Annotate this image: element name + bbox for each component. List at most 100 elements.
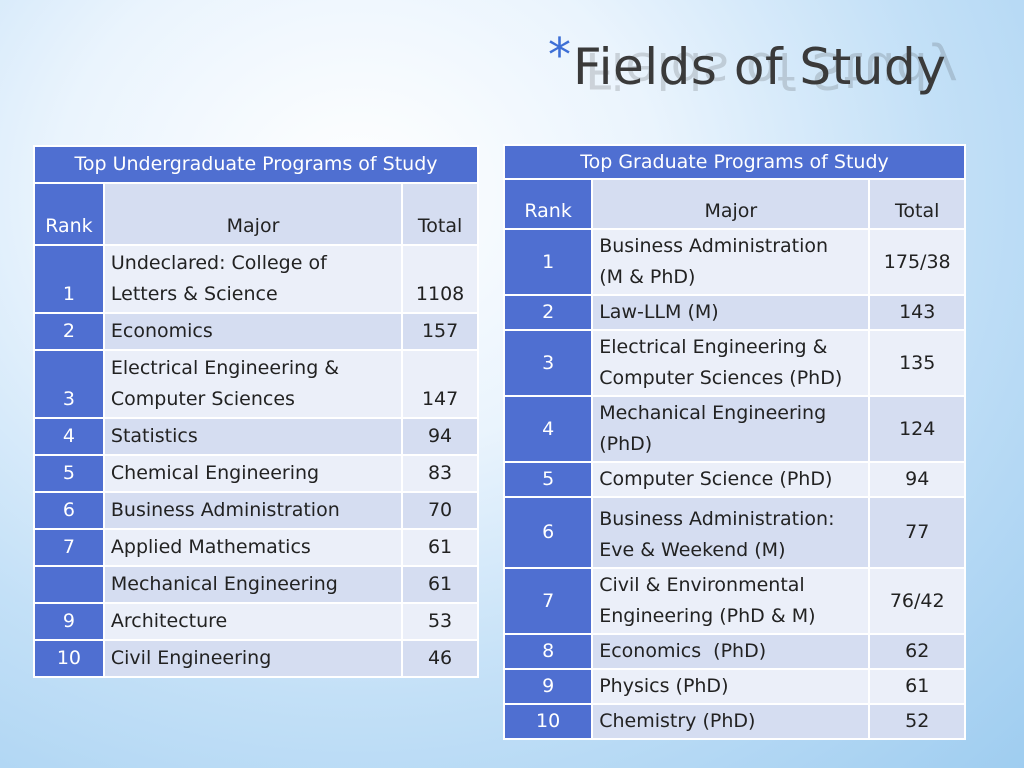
total-cell: 46 bbox=[401, 639, 479, 678]
major-line: Engineering (PhD & M) bbox=[599, 605, 816, 627]
table-row: 7 Applied Mathematics 61 bbox=[33, 528, 479, 567]
major-line: Computer Sciences bbox=[110, 388, 295, 410]
major-cell: Statistics bbox=[102, 417, 404, 456]
major-cell: Economics bbox=[102, 312, 404, 351]
rank-cell: 10 bbox=[33, 639, 105, 678]
major-cell: Chemical Engineering bbox=[102, 454, 404, 493]
total-cell: 62 bbox=[868, 633, 966, 670]
rank-cell: 10 bbox=[502, 703, 594, 740]
table-row: 1 Undeclared: College of Letters & Scienc… bbox=[33, 244, 479, 314]
table-row: 3 Electrical Engineering & Computer Scien… bbox=[33, 349, 479, 419]
rank-cell: 4 bbox=[33, 417, 105, 456]
major-cell: Chemistry (PhD) bbox=[591, 703, 871, 740]
grad-col-total: Total bbox=[868, 178, 966, 230]
total-cell: 83 bbox=[401, 454, 479, 493]
total-cell: 53 bbox=[401, 602, 479, 641]
table-row: 5 Computer Science (PhD) 94 bbox=[502, 461, 966, 498]
rank-cell: 9 bbox=[502, 668, 594, 705]
total-cell: 61 bbox=[401, 565, 479, 604]
major-line: Civil & Environmental bbox=[599, 574, 805, 596]
major-cell: Business Administration (M & PhD) bbox=[591, 228, 871, 296]
table-row: 10 Civil Engineering 46 bbox=[33, 639, 479, 678]
major-line: Business Administration bbox=[599, 235, 829, 257]
grad-col-rank: Rank bbox=[502, 178, 594, 230]
table-row: 6 Business Administration: Eve & Weekend … bbox=[502, 496, 966, 569]
major-cell: Mechanical Engineering (PhD) bbox=[591, 395, 871, 463]
rank-cell: 3 bbox=[502, 329, 594, 397]
total-cell: 143 bbox=[868, 294, 966, 331]
major-cell: Business Administration: Eve & Weekend (M… bbox=[591, 496, 871, 569]
table-row: 4 Mechanical Engineering (PhD) 124 bbox=[502, 395, 966, 463]
table-row: 8 Economics (PhD) 62 bbox=[502, 633, 966, 670]
total-cell: 77 bbox=[868, 496, 966, 569]
total-cell: 175/38 bbox=[868, 228, 966, 296]
major-line: Computer Sciences (PhD) bbox=[599, 367, 843, 389]
total-cell: 1108 bbox=[401, 244, 479, 314]
table-row: 10 Chemistry (PhD) 52 bbox=[502, 703, 966, 740]
total-cell: 157 bbox=[401, 312, 479, 351]
title-bullet: * bbox=[548, 28, 571, 82]
major-line: Electrical Engineering & bbox=[599, 336, 828, 358]
table-row: 6 Business Administration 70 bbox=[33, 491, 479, 530]
undergrad-table: Top Undergraduate Programs of Study Rank… bbox=[33, 145, 479, 678]
major-line: Business Administration: bbox=[599, 508, 835, 530]
rank-cell: 2 bbox=[502, 294, 594, 331]
table-row: 9 Physics (PhD) 61 bbox=[502, 668, 966, 705]
table-row: 3 Electrical Engineering & Computer Scien… bbox=[502, 329, 966, 397]
rank-cell bbox=[33, 565, 105, 604]
total-cell: 52 bbox=[868, 703, 966, 740]
major-cell: Physics (PhD) bbox=[591, 668, 871, 705]
undergrad-col-rank: Rank bbox=[33, 182, 105, 246]
rank-cell: 1 bbox=[502, 228, 594, 296]
table-row: 1 Business Administration (M & PhD) 175/3… bbox=[502, 228, 966, 296]
total-cell: 61 bbox=[868, 668, 966, 705]
total-cell: 147 bbox=[401, 349, 479, 419]
rank-cell: 2 bbox=[33, 312, 105, 351]
major-cell: Electrical Engineering & Computer Science… bbox=[102, 349, 404, 419]
major-line: Undeclared: College of bbox=[110, 252, 327, 274]
table-row: 7 Civil & Environmental Engineering (PhD … bbox=[502, 567, 966, 635]
total-cell: 61 bbox=[401, 528, 479, 567]
major-cell: Civil Engineering bbox=[102, 639, 404, 678]
rank-cell: 6 bbox=[502, 496, 594, 569]
major-line: (PhD) bbox=[599, 433, 653, 455]
undergrad-col-major: Major bbox=[102, 182, 404, 246]
major-cell: Civil & Environmental Engineering (PhD & … bbox=[591, 567, 871, 635]
undergrad-col-total: Total bbox=[401, 182, 479, 246]
total-cell: 94 bbox=[868, 461, 966, 498]
rank-cell: 7 bbox=[502, 567, 594, 635]
total-cell: 70 bbox=[401, 491, 479, 530]
rank-cell: 6 bbox=[33, 491, 105, 530]
grad-table: Top Graduate Programs of Study Rank Majo… bbox=[502, 144, 966, 740]
rank-cell: 5 bbox=[33, 454, 105, 493]
major-line: Electrical Engineering & bbox=[110, 357, 340, 379]
total-cell: 124 bbox=[868, 395, 966, 463]
major-cell: Applied Mathematics bbox=[102, 528, 404, 567]
rank-cell: 1 bbox=[33, 244, 105, 314]
rank-cell: 3 bbox=[33, 349, 105, 419]
rank-cell: 5 bbox=[502, 461, 594, 498]
table-row: 9 Architecture 53 bbox=[33, 602, 479, 641]
major-cell: Business Administration bbox=[102, 491, 404, 530]
table-row: 2 Law-LLM (M) 143 bbox=[502, 294, 966, 331]
undergrad-table-header: Top Undergraduate Programs of Study bbox=[33, 145, 479, 184]
table-row: 2 Economics 157 bbox=[33, 312, 479, 351]
major-line: Mechanical Engineering bbox=[599, 402, 827, 424]
title-text: Fields of Study bbox=[573, 38, 947, 96]
rank-cell: 8 bbox=[502, 633, 594, 670]
major-cell: Electrical Engineering & Computer Science… bbox=[591, 329, 871, 397]
total-cell: 76/42 bbox=[868, 567, 966, 635]
table-row: 5 Chemical Engineering 83 bbox=[33, 454, 479, 493]
major-line: (M & PhD) bbox=[599, 266, 696, 288]
total-cell: 135 bbox=[868, 329, 966, 397]
rank-cell: 9 bbox=[33, 602, 105, 641]
major-cell: Mechanical Engineering bbox=[102, 565, 404, 604]
slide-title: * Fields of Study bbox=[548, 28, 946, 112]
major-cell: Undeclared: College of Letters & Science bbox=[102, 244, 404, 314]
table-row: 4 Statistics 94 bbox=[33, 417, 479, 456]
major-line: Letters & Science bbox=[110, 283, 278, 305]
major-line: Eve & Weekend (M) bbox=[599, 539, 786, 561]
total-cell: 94 bbox=[401, 417, 479, 456]
grad-table-header: Top Graduate Programs of Study bbox=[503, 144, 966, 180]
major-cell: Architecture bbox=[102, 602, 404, 641]
